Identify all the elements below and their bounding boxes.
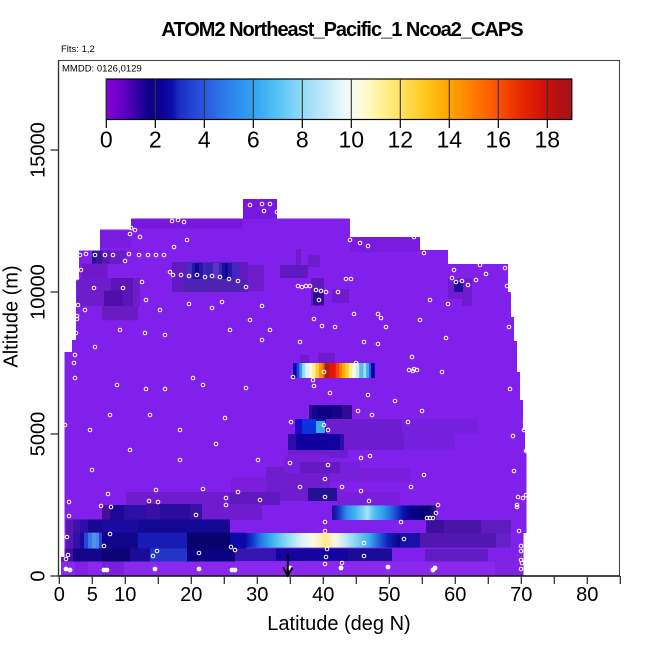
svg-text:20: 20 bbox=[180, 584, 202, 606]
svg-text:10000: 10000 bbox=[28, 264, 50, 320]
svg-text:Latitude (deg N): Latitude (deg N) bbox=[267, 613, 410, 635]
svg-text:15000: 15000 bbox=[28, 122, 50, 178]
svg-text:10: 10 bbox=[339, 127, 365, 153]
svg-text:70: 70 bbox=[510, 584, 532, 606]
svg-text:4: 4 bbox=[198, 127, 211, 153]
svg-text:Flts: 1,2: Flts: 1,2 bbox=[61, 44, 95, 55]
svg-text:5: 5 bbox=[87, 584, 98, 606]
svg-text:Altitude (m): Altitude (m) bbox=[1, 265, 23, 367]
svg-text:80: 80 bbox=[576, 584, 598, 606]
svg-text:16: 16 bbox=[486, 127, 512, 153]
svg-text:30: 30 bbox=[246, 584, 268, 606]
svg-text:ATOM2 Northeast_Pacific_1 Ncoa: ATOM2 Northeast_Pacific_1 Ncoa2_CAPS bbox=[161, 19, 523, 41]
svg-text:0: 0 bbox=[28, 570, 50, 581]
svg-text:10: 10 bbox=[114, 584, 136, 606]
svg-text:40: 40 bbox=[312, 584, 334, 606]
svg-text:18: 18 bbox=[535, 127, 561, 153]
svg-text:50: 50 bbox=[378, 584, 400, 606]
svg-text:5000: 5000 bbox=[28, 412, 50, 457]
svg-text:0: 0 bbox=[100, 127, 113, 153]
svg-text:6: 6 bbox=[247, 127, 260, 153]
svg-text:2: 2 bbox=[149, 127, 162, 153]
svg-text:0: 0 bbox=[54, 584, 65, 606]
svg-text:14: 14 bbox=[437, 127, 463, 153]
svg-text:MMDD: 0126,0129: MMDD: 0126,0129 bbox=[62, 64, 142, 75]
svg-text:60: 60 bbox=[444, 584, 466, 606]
svg-text:8: 8 bbox=[296, 127, 309, 153]
svg-text:12: 12 bbox=[388, 127, 414, 153]
